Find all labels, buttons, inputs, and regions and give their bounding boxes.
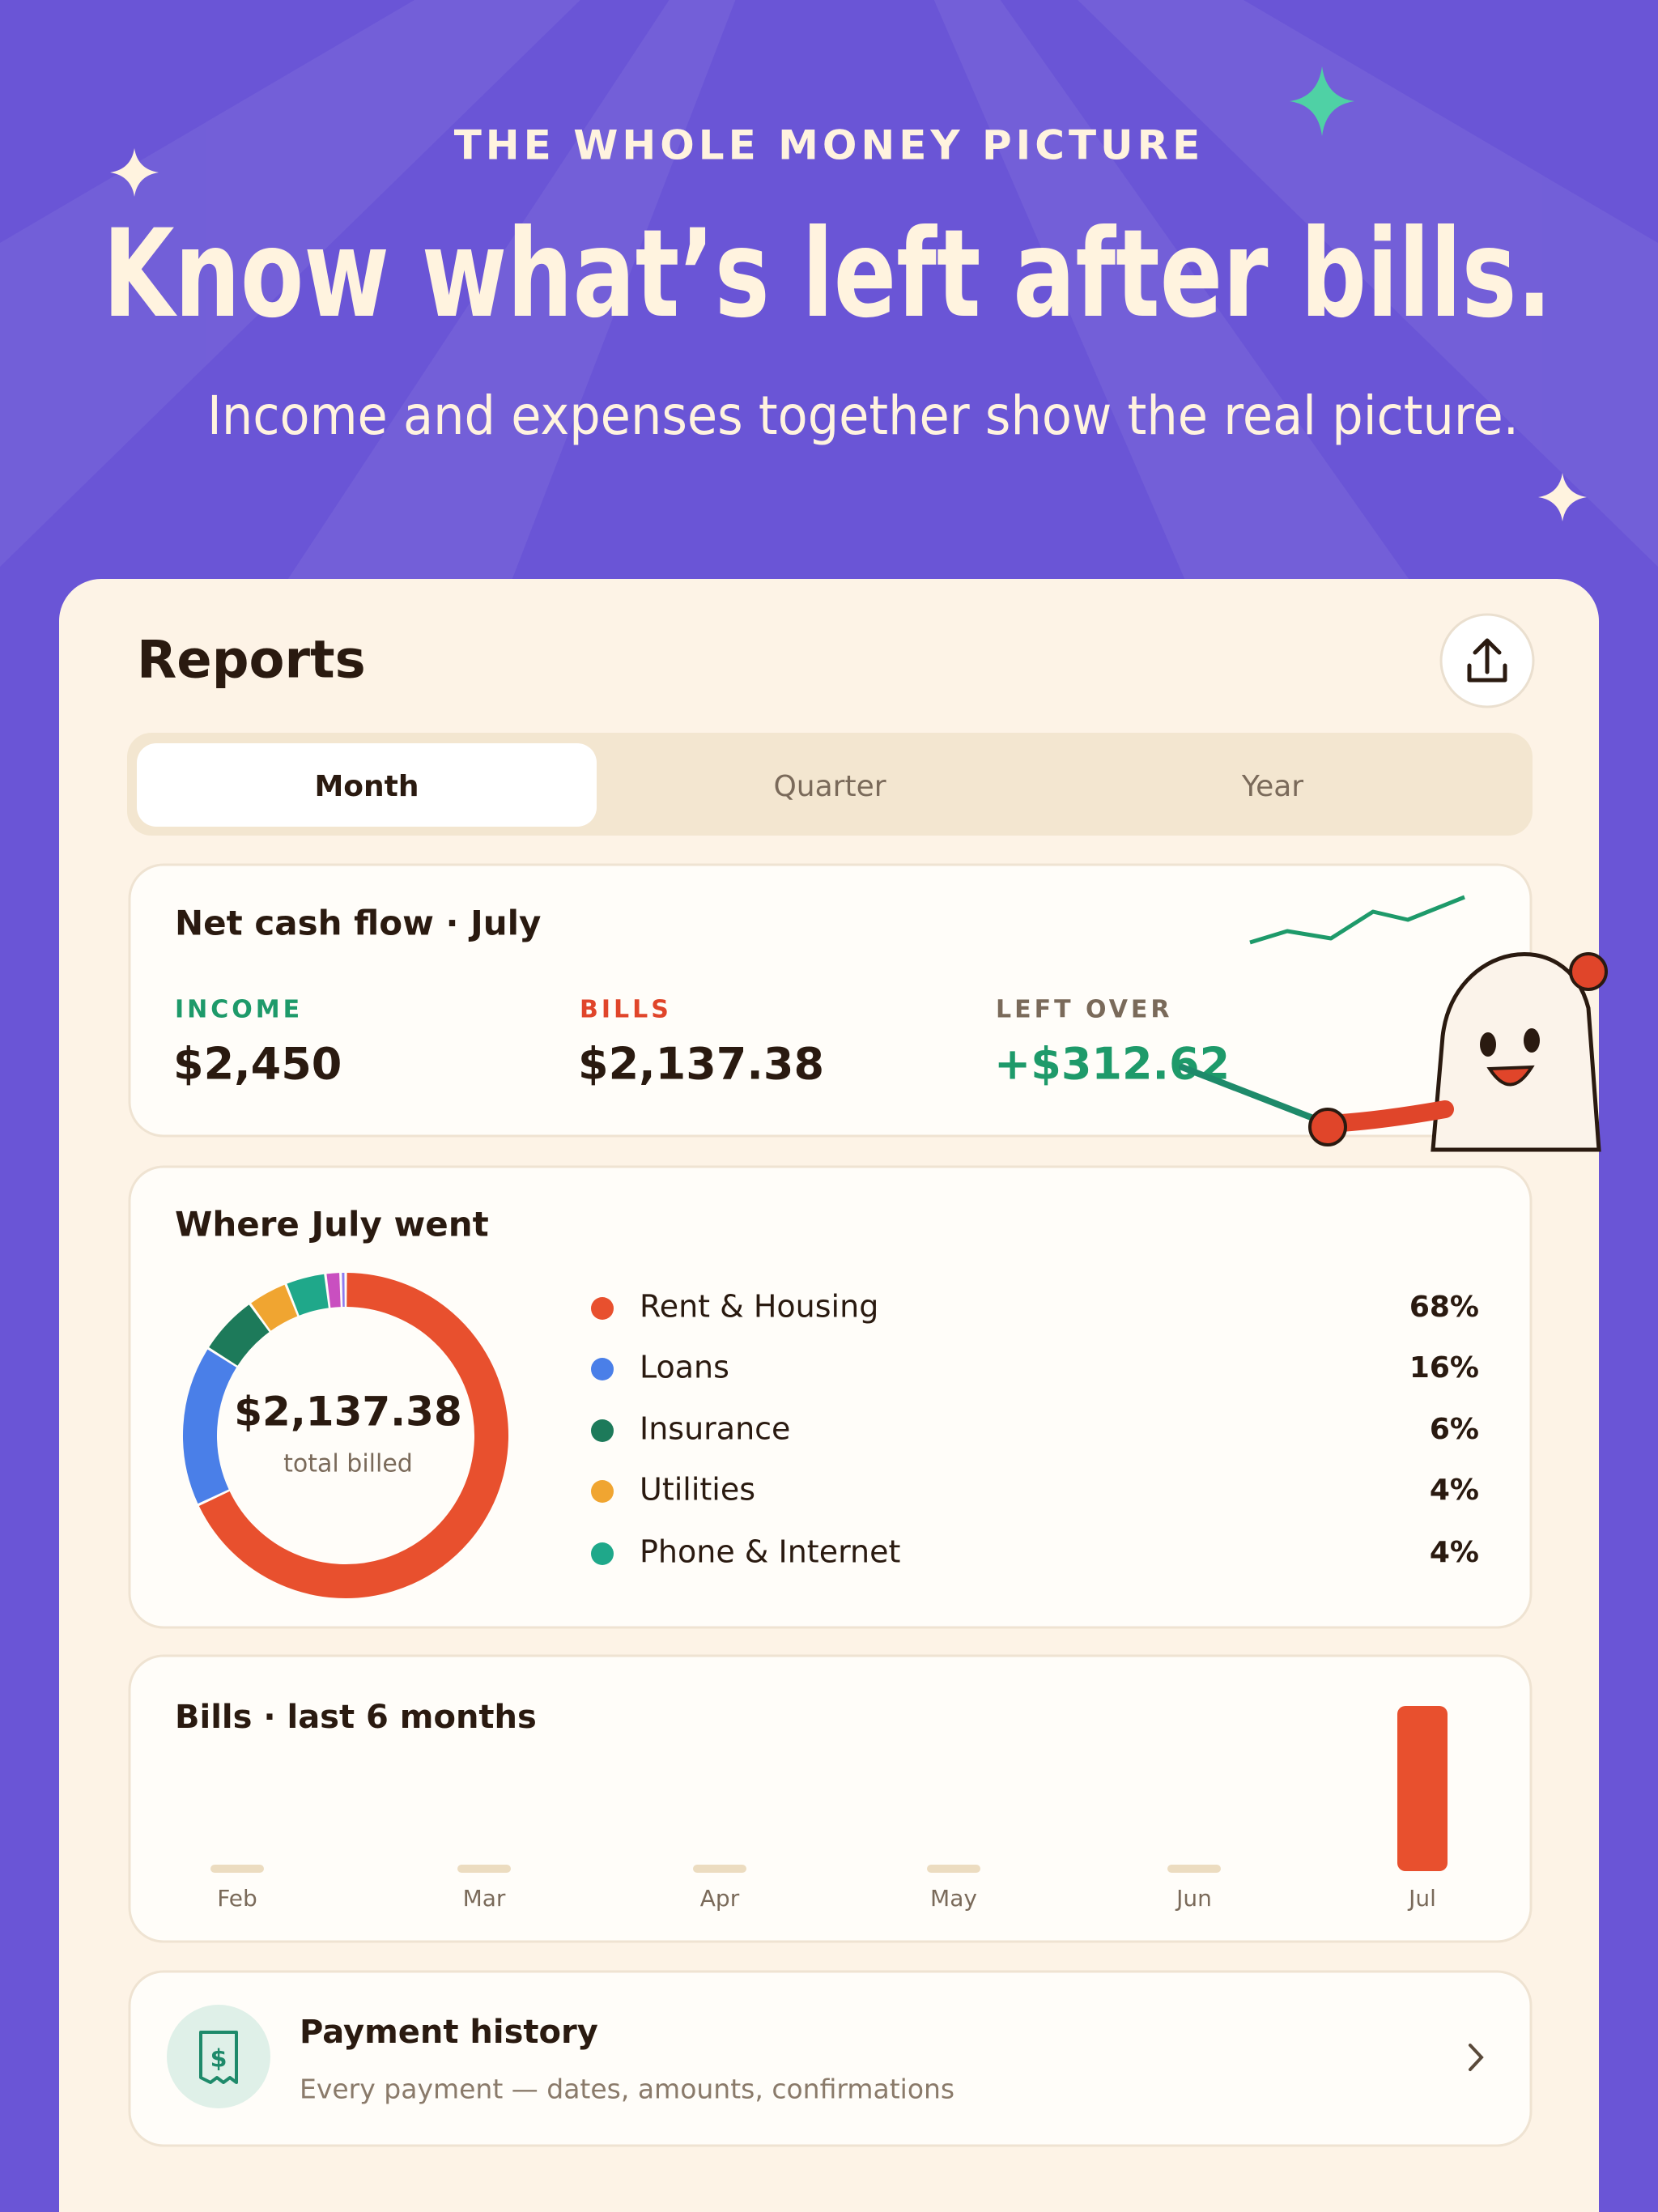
panel-title: Reports xyxy=(137,631,366,691)
legend-value: 4% xyxy=(1430,1474,1479,1507)
icon-bg xyxy=(167,2005,270,2108)
donut-segment xyxy=(326,1273,341,1308)
bar xyxy=(1397,1706,1448,1871)
sparkles xyxy=(110,66,1587,521)
donut-segment xyxy=(209,1304,270,1367)
donut-caption: total billed xyxy=(283,1450,413,1478)
donut-segment xyxy=(183,1349,237,1504)
legend-value: 4% xyxy=(1430,1536,1479,1569)
bar xyxy=(693,1865,746,1873)
legend-value: 16% xyxy=(1409,1351,1479,1385)
legend-swatch xyxy=(591,1419,614,1442)
selected-tab xyxy=(137,743,597,827)
rays xyxy=(0,0,1658,648)
x-tick-label: Apr xyxy=(700,1885,740,1912)
donut-segment xyxy=(198,1273,508,1598)
subheadline: Income and expenses together show the re… xyxy=(207,385,1519,447)
bar xyxy=(1167,1865,1221,1873)
tab-label[interactable]: Quarter xyxy=(773,770,886,803)
tab-label[interactable]: Year xyxy=(1241,770,1303,803)
legend-swatch xyxy=(591,1480,614,1503)
receipt-icon-glyph: $ xyxy=(210,2045,227,2074)
legend-swatch xyxy=(591,1358,614,1380)
legend-swatch xyxy=(591,1297,614,1320)
x-tick-label: May xyxy=(930,1885,977,1912)
share-button[interactable] xyxy=(1439,613,1535,708)
x-tick-label: Jun xyxy=(1175,1885,1212,1912)
donut-segment xyxy=(287,1274,329,1316)
card-title: Bills · last 6 months xyxy=(175,1699,537,1736)
chevron xyxy=(1469,2044,1484,2071)
stat-value: $2,137.38 xyxy=(578,1039,824,1090)
donut-segment xyxy=(251,1284,298,1331)
stat-value: $2,450 xyxy=(173,1039,342,1090)
eyebrow: THE WHOLE MONEY PICTURE xyxy=(454,122,1205,169)
legend-label: Utilities xyxy=(640,1472,755,1508)
stat-label: LEFT OVER xyxy=(996,996,1173,1024)
x-tick-label: Feb xyxy=(217,1885,257,1912)
bar xyxy=(210,1865,264,1873)
stat-label: BILLS xyxy=(580,996,672,1024)
card[interactable] xyxy=(128,1970,1533,2147)
bar xyxy=(457,1865,511,1873)
card-title: Net cash flow · July xyxy=(175,904,541,943)
legend-value: 6% xyxy=(1430,1413,1479,1446)
legend-label: Phone & Internet xyxy=(640,1534,900,1570)
row-title: Payment history xyxy=(300,2014,598,2051)
donut-total: $2,137.38 xyxy=(234,1389,462,1436)
stat-value: +$312.62 xyxy=(994,1039,1230,1090)
x-tick-label: Jul xyxy=(1407,1885,1436,1912)
legend-label: Rent & Housing xyxy=(640,1289,878,1325)
mascot xyxy=(1179,952,1608,1152)
legend-label: Loans xyxy=(640,1350,729,1385)
card-title: Where July went xyxy=(175,1205,489,1244)
sparkline xyxy=(1249,895,1465,945)
headline: Know what’s left after bills. xyxy=(103,204,1552,345)
legend-value: 68% xyxy=(1409,1291,1479,1324)
receipt-icon xyxy=(199,2031,238,2084)
bar xyxy=(927,1865,980,1873)
x-tick-label: Mar xyxy=(463,1885,506,1912)
legend-label: Insurance xyxy=(640,1411,790,1447)
stat-label: INCOME xyxy=(175,996,303,1024)
legend-swatch xyxy=(591,1542,614,1565)
row-subtitle: Every payment — dates, amounts, confirma… xyxy=(300,2074,954,2105)
tab-label[interactable]: Month xyxy=(314,770,419,803)
payment-history-row[interactable]: $ Payment history Every payment — dates,… xyxy=(128,1970,1533,2147)
